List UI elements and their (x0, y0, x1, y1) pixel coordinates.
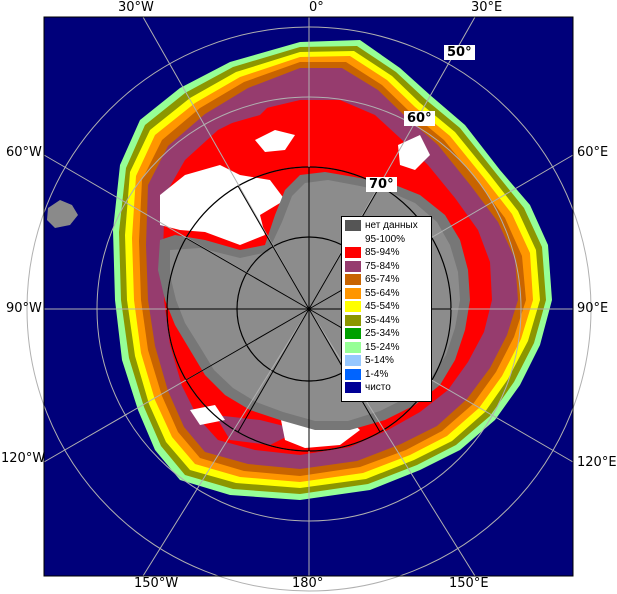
legend-label: чисто (365, 382, 391, 394)
legend-item: 55-64% (345, 287, 431, 301)
legend-swatch (345, 355, 361, 367)
legend-item: 25-34% (345, 327, 431, 341)
lon-label-60w: 60°W (6, 145, 42, 160)
legend-item: нет данных (345, 219, 431, 233)
legend-swatch (345, 274, 361, 286)
legend-item: 75-84% (345, 260, 431, 274)
legend-swatch (345, 220, 361, 232)
lat-label-70: 70° (366, 177, 397, 192)
legend-item: 1-4% (345, 368, 431, 382)
legend-swatch (345, 382, 361, 394)
ice-95-100-patch (255, 130, 295, 152)
legend-label: 65-74% (365, 274, 400, 286)
legend-item: 45-54% (345, 300, 431, 314)
legend-item: 35-44% (345, 314, 431, 328)
legend-swatch (345, 301, 361, 313)
legend-item: чисто (345, 381, 431, 395)
legend-swatch (345, 260, 361, 272)
lon-label-90e: 90°E (577, 301, 609, 316)
lon-label-120w: 120°W (1, 451, 46, 466)
lon-label-60e: 60°E (577, 145, 609, 160)
legend: нет данных 95-100% 85-94% 75-84% 65-74% 55-64… (341, 216, 432, 402)
legend-label: нет данных (365, 220, 418, 232)
legend-swatch (345, 368, 361, 380)
legend-label: 15-24% (365, 341, 400, 353)
legend-swatch (345, 314, 361, 326)
lon-label-0: 0° (309, 0, 324, 15)
lon-label-120e: 120°E (577, 455, 617, 470)
legend-label: 25-34% (365, 328, 400, 340)
legend-label: 35-44% (365, 314, 400, 326)
legend-item: 85-94% (345, 246, 431, 260)
ice-95-100-patch (160, 165, 285, 245)
legend-swatch (345, 328, 361, 340)
legend-swatch (345, 233, 361, 245)
legend-swatch (345, 247, 361, 259)
legend-label: 75-84% (365, 260, 400, 272)
lon-label-180: 180° (292, 576, 324, 591)
lon-label-30e: 30°E (471, 0, 503, 15)
legend-item: 5-14% (345, 354, 431, 368)
ice-95-100-patch (190, 405, 225, 425)
map-frame (43, 16, 574, 577)
lat-label-50: 50° (444, 45, 475, 60)
lon-label-30w: 30°W (118, 0, 154, 15)
meridians-inner (167, 167, 451, 451)
south-america-fragment (47, 200, 78, 228)
lon-label-150w: 150°W (134, 576, 179, 591)
lat-label-60: 60° (404, 111, 435, 126)
legend-item: 95-100% (345, 233, 431, 247)
lon-label-150e: 150°E (449, 576, 489, 591)
legend-label: 85-94% (365, 247, 400, 259)
legend-label: 45-54% (365, 301, 400, 313)
legend-label: 5-14% (365, 355, 394, 367)
legend-label: 95-100% (365, 233, 406, 245)
legend-swatch (345, 287, 361, 299)
legend-swatch (345, 341, 361, 353)
ice-95-100-patch (398, 135, 430, 170)
legend-item: 65-74% (345, 273, 431, 287)
legend-item: 15-24% (345, 341, 431, 355)
legend-label: 1-4% (365, 368, 389, 380)
lon-label-90w: 90°W (6, 301, 42, 316)
legend-label: 55-64% (365, 287, 400, 299)
ice-75-84-patch (215, 415, 300, 445)
